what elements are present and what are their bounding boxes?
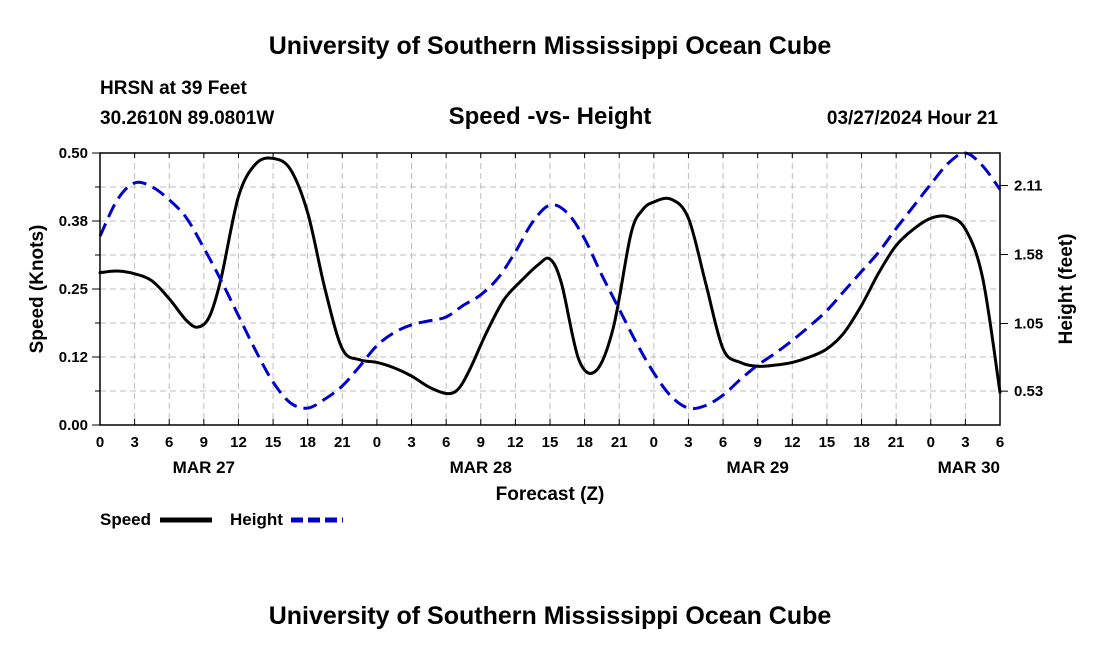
date-label: MAR 30 — [938, 458, 1000, 477]
x-tick-label: 6 — [996, 434, 1004, 451]
x-tick-label: 9 — [200, 434, 208, 451]
x-tick-label: 0 — [373, 434, 381, 451]
x-tick-label: 3 — [961, 434, 969, 451]
date-label: MAR 27 — [173, 458, 235, 477]
axis-ticks: 0 3 6 9 12 15 18 21 0 3 6 9 12 15 18 21 0 3 6 9 12 15 18 21 0 3 6 0… — [59, 145, 1043, 477]
coordinates-label: 30.2610N 89.0801W — [100, 108, 274, 129]
x-tick-label: 0 — [96, 434, 104, 451]
x-tick-label: 21 — [611, 434, 628, 451]
x-tick-label: 6 — [442, 434, 450, 451]
x-tick-label: 6 — [719, 434, 727, 451]
y-left-tick-label: 0.25 — [59, 281, 88, 298]
grid-lines — [100, 153, 1000, 425]
x-tick-label: 9 — [477, 434, 485, 451]
station-label: HRSN at 39 Feet — [100, 78, 247, 99]
y-right-tick-label: 1.05 — [1014, 315, 1043, 332]
chart-title: University of Southern Mississippi Ocean… — [269, 32, 832, 60]
x-tick-label: 18 — [576, 434, 593, 451]
legend-height-label: Height — [230, 510, 283, 529]
y-left-tick-label: 0.38 — [59, 213, 88, 230]
x-tick-label: 15 — [265, 434, 282, 451]
x-tick-label: 3 — [684, 434, 692, 451]
speed-series-line — [98, 156, 1002, 396]
footer-title: University of Southern Mississippi Ocean… — [269, 602, 832, 630]
x-tick-label: 3 — [407, 434, 415, 451]
x-tick-label: 12 — [230, 434, 247, 451]
x-tick-label: 18 — [853, 434, 870, 451]
x-tick-label: 3 — [130, 434, 138, 451]
x-tick-label: 18 — [299, 434, 316, 451]
x-tick-label: 9 — [754, 434, 762, 451]
date-label: MAR 28 — [450, 458, 512, 477]
height-series-line — [98, 151, 1002, 411]
legend-speed-label: Speed — [100, 510, 151, 529]
x-tick-label: 6 — [165, 434, 173, 451]
date-label: MAR 29 — [727, 458, 789, 477]
plot-subtitle: Speed -vs- Height — [449, 103, 652, 130]
y-right-tick-label: 1.58 — [1014, 247, 1043, 264]
x-tick-label: 0 — [927, 434, 935, 451]
y-axis-left-label: Speed (Knots) — [27, 225, 48, 354]
y-right-tick-label: 2.11 — [1014, 178, 1042, 195]
legend: Speed Height — [100, 510, 343, 529]
series-layer — [98, 151, 1002, 411]
x-tick-label: 21 — [888, 434, 905, 451]
y-right-tick-label: 0.53 — [1014, 383, 1043, 400]
x-tick-label: 12 — [507, 434, 524, 451]
y-left-tick-label: 0.12 — [59, 349, 88, 366]
y-left-tick-label: 0.00 — [59, 417, 88, 434]
x-axis-label: Forecast (Z) — [496, 484, 605, 505]
x-tick-label: 12 — [784, 434, 801, 451]
x-tick-label: 15 — [819, 434, 836, 451]
y-axis-right-label: Height (feet) — [1056, 234, 1077, 345]
forecast-timestamp: 03/27/2024 Hour 21 — [827, 108, 999, 129]
y-left-tick-label: 0.50 — [59, 145, 88, 162]
x-tick-label: 21 — [334, 434, 351, 451]
x-tick-label: 15 — [542, 434, 559, 451]
x-tick-label: 0 — [650, 434, 658, 451]
